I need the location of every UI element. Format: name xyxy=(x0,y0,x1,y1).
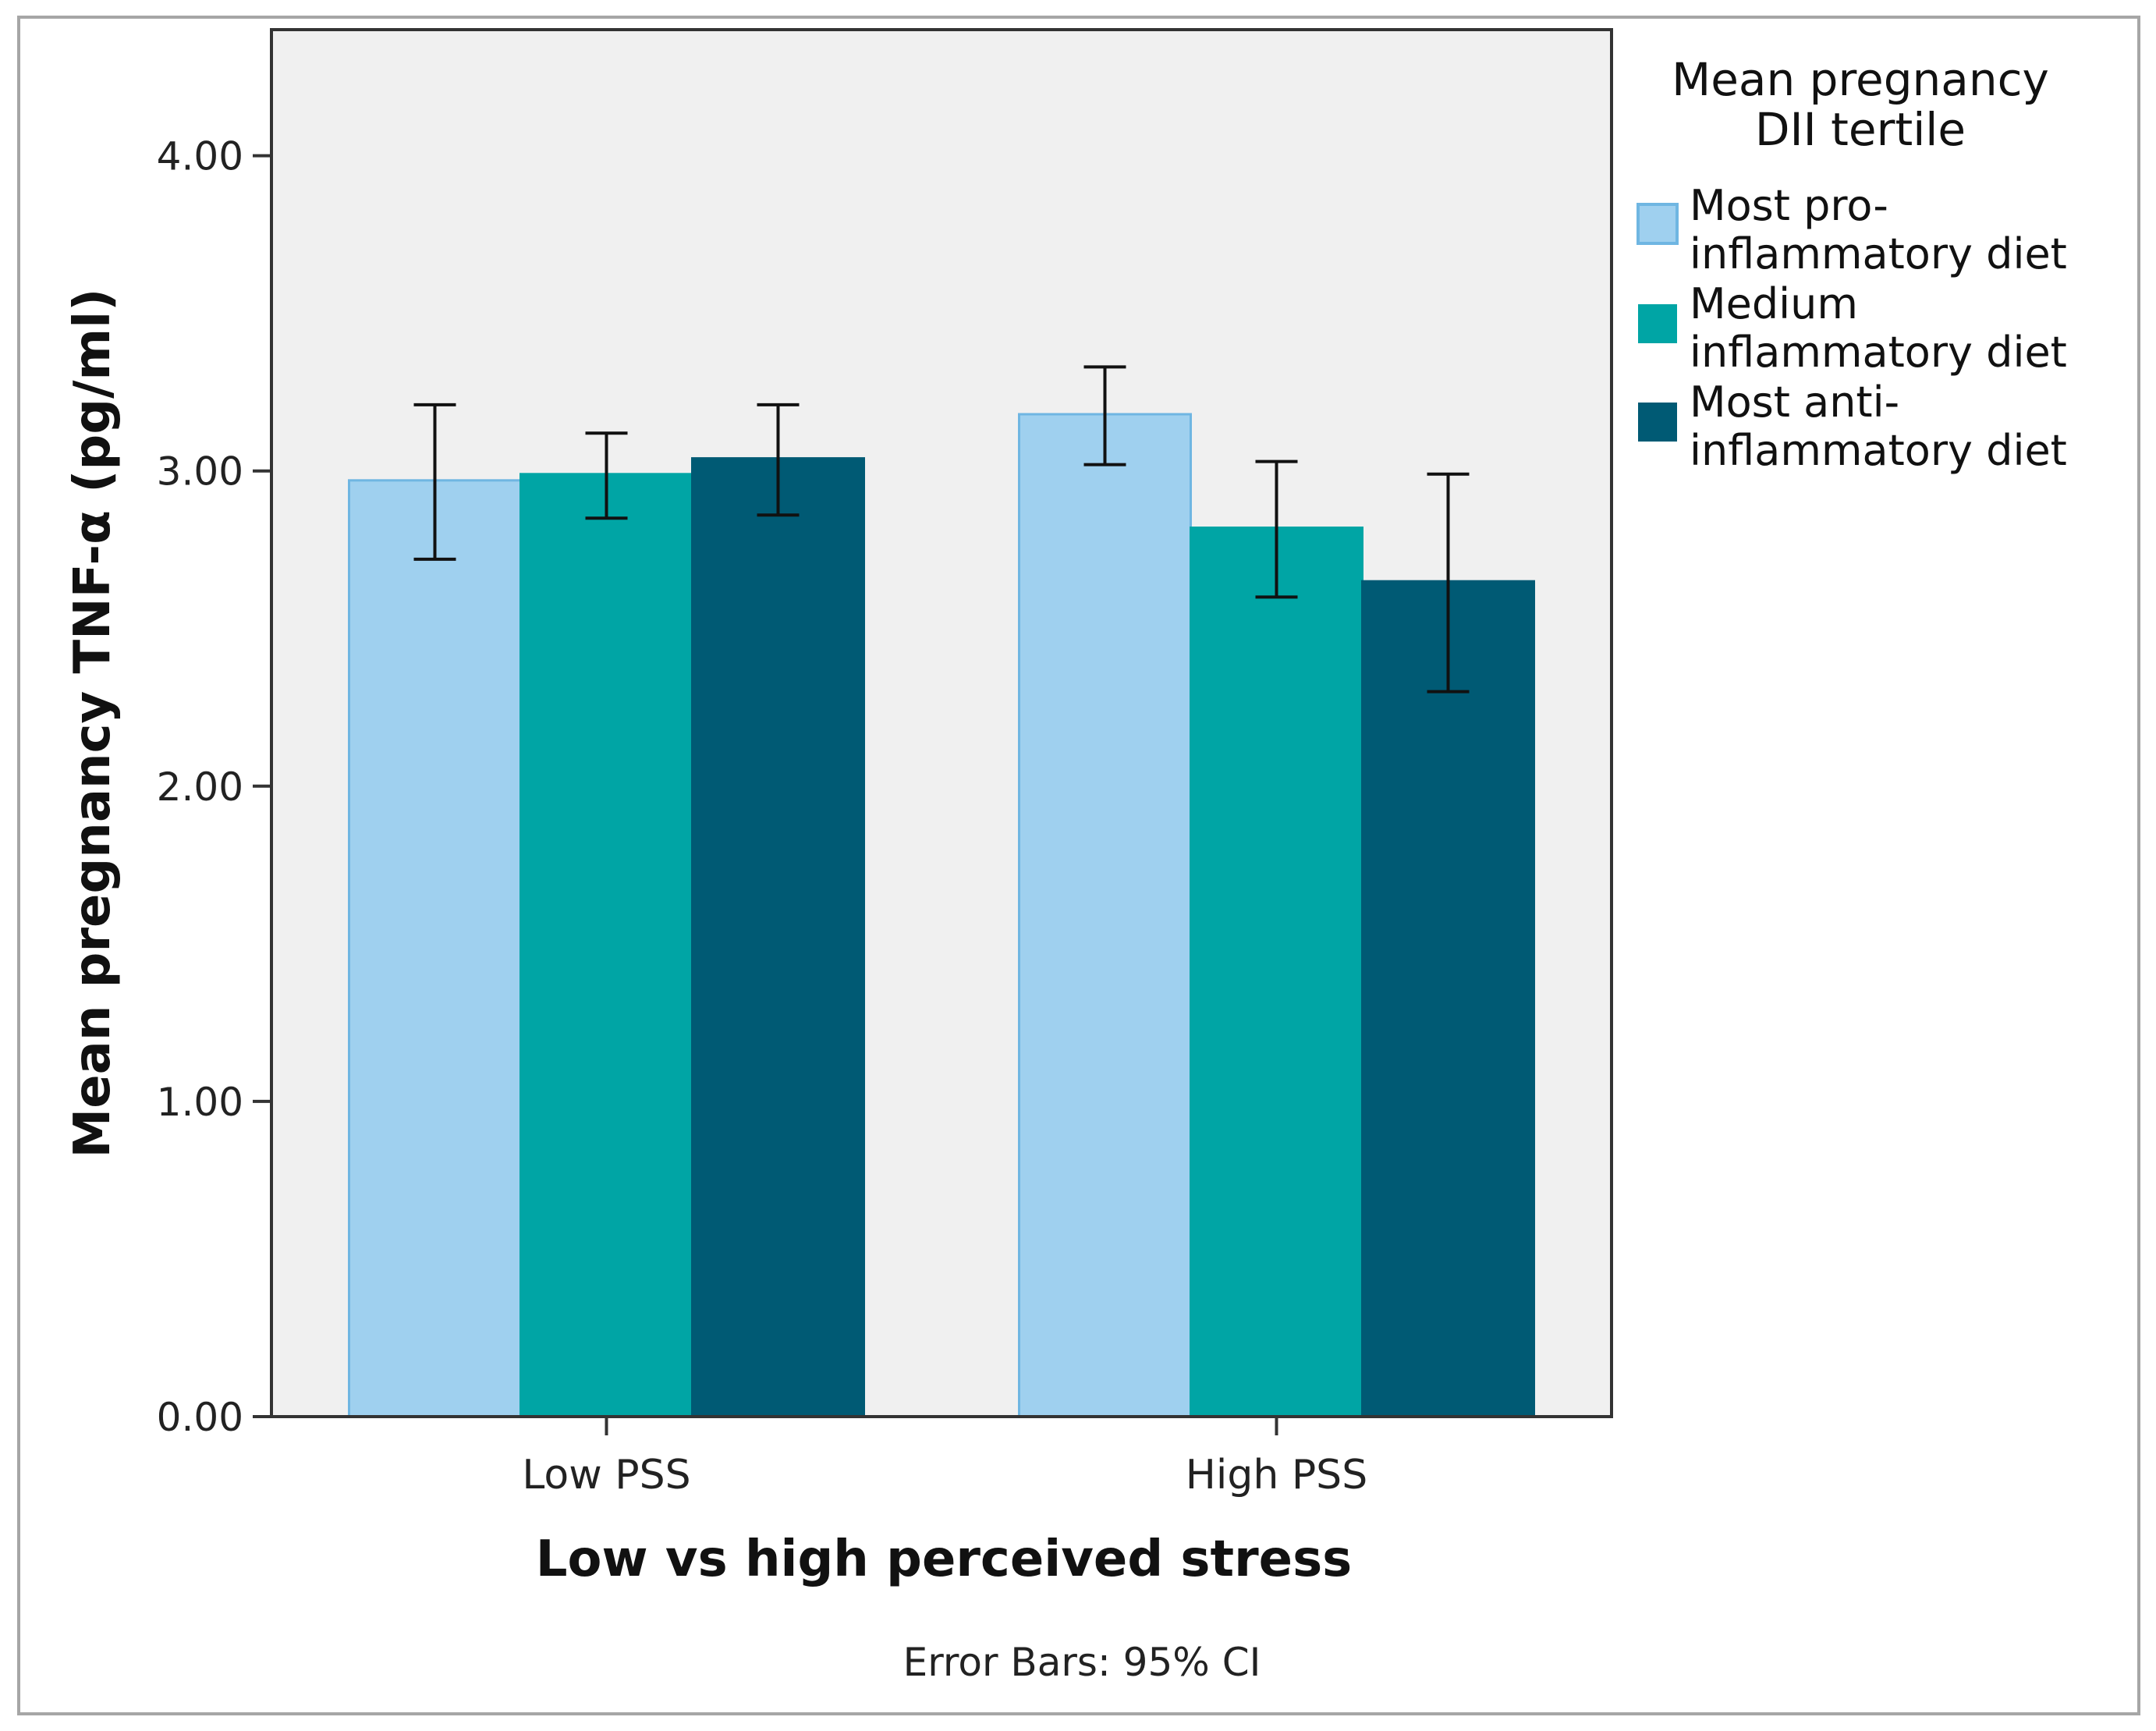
y-tick-label-2: 2.00 xyxy=(157,764,243,810)
y-tick-label-4: 4.00 xyxy=(157,134,243,179)
bar-high-pss-medium-inflammatory-diet xyxy=(1190,527,1363,1418)
legend-title-line-2: DII tertile xyxy=(1755,103,1966,156)
legend-label-most-pro-inflammatory-line-2: inflammatory diet xyxy=(1690,229,2067,278)
legend-swatch-most-pro-inflammatory xyxy=(1637,203,1679,245)
legend-label-most-pro-inflammatory-line-1: Most pro- xyxy=(1690,181,1888,230)
x-axis: Low PSS High PSS xyxy=(522,1417,1367,1499)
x-axis-title: Low vs high perceived stress xyxy=(536,1531,1353,1588)
error-bars-note: Error Bars: 95% CI xyxy=(903,1640,1261,1685)
y-tick-label-1: 1.00 xyxy=(157,1080,243,1125)
legend-label-medium-inflammatory-line-1: Medium xyxy=(1690,279,1858,328)
y-tick-label-3: 3.00 xyxy=(157,449,243,495)
bar-high-pss-most-pro-inflammatory-diet xyxy=(1018,413,1192,1418)
legend-swatch-most-anti-inflammatory xyxy=(1638,403,1677,442)
x-tick-label-low-pss: Low PSS xyxy=(522,1452,690,1499)
error-bar-high-pss-most-anti-inflammatory-diet xyxy=(1427,472,1470,693)
y-tick-label-0: 0.00 xyxy=(157,1395,243,1440)
x-tick-label-high-pss: High PSS xyxy=(1186,1452,1367,1499)
legend-label-most-anti-inflammatory-line-1: Most anti- xyxy=(1690,378,1899,427)
plot-border xyxy=(270,28,1613,1418)
error-bars-layer xyxy=(413,365,1470,693)
legend-label-medium-inflammatory-line-2: inflammatory diet xyxy=(1690,328,2067,377)
legend-label-most-anti-inflammatory-line-2: inflammatory diet xyxy=(1690,426,2067,475)
error-bar-high-pss-most-pro-inflammatory-diet xyxy=(1083,365,1126,466)
legend: Mean pregnancy DII tertile Most pro- inf… xyxy=(1637,53,2067,475)
y-axis: 0.00 1.00 2.00 3.00 4.00 xyxy=(157,134,271,1440)
legend-title-line-1: Mean pregnancy xyxy=(1672,53,2049,106)
bar-low-pss-most-pro-inflammatory-diet xyxy=(348,479,522,1418)
error-bar-high-pss-medium-inflammatory-diet xyxy=(1255,459,1298,599)
y-axis-title: Mean pregnancy TNF-α (pg/ml) xyxy=(64,289,122,1158)
error-bar-low-pss-most-pro-inflammatory-diet xyxy=(413,403,456,561)
legend-swatch-medium-inflammatory xyxy=(1638,304,1677,343)
error-bar-low-pss-medium-inflammatory-diet xyxy=(585,431,628,520)
bar-low-pss-medium-inflammatory-diet xyxy=(519,473,693,1418)
error-bar-low-pss-most-anti-inflammatory-diet xyxy=(757,403,800,517)
bar-high-pss-most-anti-inflammatory-diet xyxy=(1361,580,1535,1418)
bar-low-pss-most-anti-inflammatory-diet xyxy=(691,457,865,1418)
bars-layer xyxy=(348,413,1535,1418)
